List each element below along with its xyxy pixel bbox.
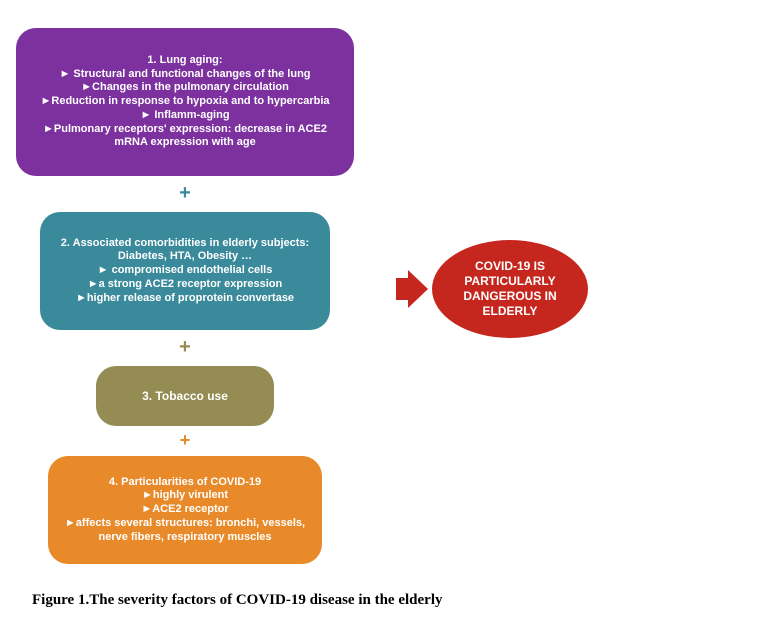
box4-bullet-2: ►affects several structures: bronchi, ve… bbox=[62, 517, 308, 545]
box2-bullet-2: ►higher release of proprotein convertase bbox=[54, 292, 316, 306]
box1-bullet-0: ► Structural and functional changes of t… bbox=[26, 68, 344, 82]
box3-title: 3. Tobacco use bbox=[106, 389, 264, 404]
box1-bullet-1: ►Changes in the pulmonary circulation bbox=[26, 81, 344, 95]
conclusion-line-3: ELDERLY bbox=[483, 304, 538, 319]
figure-caption: Figure 1.The severity factors of COVID-1… bbox=[32, 592, 443, 609]
box4-bullet-1: ►ACE2 receptor bbox=[62, 503, 308, 517]
conclusion-line-1: PARTICULARLY bbox=[464, 274, 555, 289]
box2-title: 2. Associated comorbidities in elderly s… bbox=[54, 237, 316, 265]
box1-bullet-4: ►Pulmonary receptors' expression: decrea… bbox=[26, 123, 344, 151]
conclusion-line-2: DANGEROUS IN bbox=[463, 289, 556, 304]
box1-title: 1. Lung aging: bbox=[26, 54, 344, 68]
plus-sign-2: + bbox=[175, 336, 195, 359]
box4-bullet-0: ►highly virulent bbox=[62, 489, 308, 503]
conclusion-line-0: COVID-19 IS bbox=[475, 259, 545, 274]
diagram-canvas: 1. Lung aging: ► Structural and function… bbox=[0, 0, 768, 630]
box-covid-particularities: 4. Particularities of COVID-19 ►highly v… bbox=[48, 456, 322, 564]
box1-bullet-3: ► Inflamm-aging bbox=[26, 109, 344, 123]
arrow-head-icon bbox=[408, 270, 428, 308]
plus-sign-1: + bbox=[175, 182, 195, 205]
box2-bullet-0: ► compromised endothelial cells bbox=[54, 264, 316, 278]
plus-sign-3: + bbox=[175, 430, 195, 451]
arrow-body bbox=[396, 278, 408, 300]
box-lung-aging: 1. Lung aging: ► Structural and function… bbox=[16, 28, 354, 176]
box-comorbidities: 2. Associated comorbidities in elderly s… bbox=[40, 212, 330, 330]
box-tobacco: 3. Tobacco use bbox=[96, 366, 274, 426]
conclusion-ellipse: COVID-19 IS PARTICULARLY DANGEROUS IN EL… bbox=[432, 240, 588, 338]
box1-bullet-2: ►Reduction in response to hypoxia and to… bbox=[26, 95, 344, 109]
box2-bullet-1: ►a strong ACE2 receptor expression bbox=[54, 278, 316, 292]
box4-title: 4. Particularities of COVID-19 bbox=[62, 476, 308, 490]
